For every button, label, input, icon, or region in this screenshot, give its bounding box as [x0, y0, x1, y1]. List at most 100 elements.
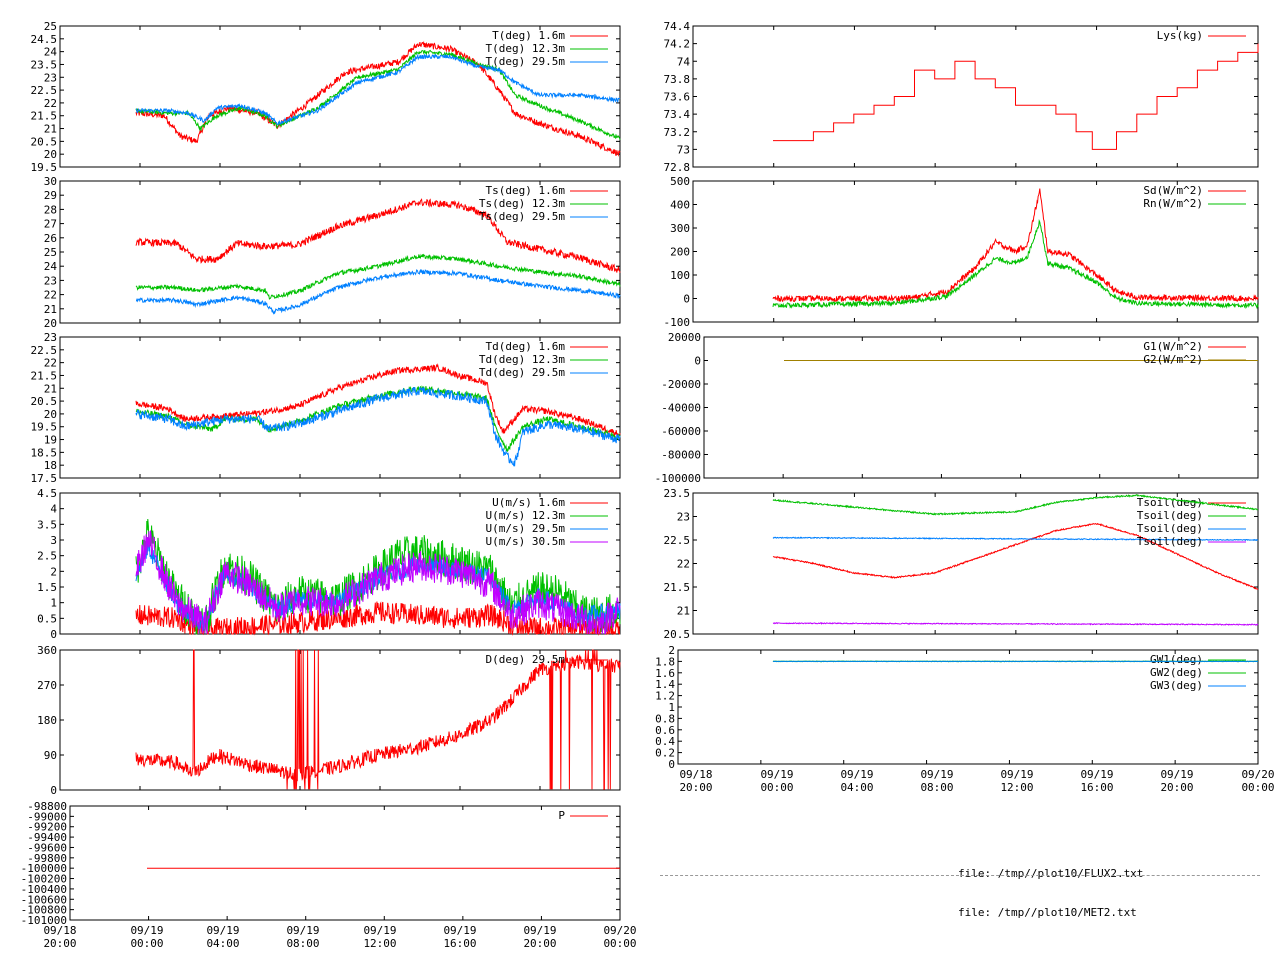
legend-label: Rn(W/m^2)	[1143, 197, 1203, 210]
y-tick-label: -98800	[27, 800, 67, 813]
y-tick-label: 2	[668, 644, 675, 657]
divider-line	[660, 875, 1260, 876]
y-tick-label: 74.4	[664, 20, 691, 33]
y-tick-label: 28	[44, 203, 57, 216]
x-tick-label: 09/18	[43, 924, 76, 937]
y-tick-label: 0.4	[655, 735, 675, 748]
y-tick-label: 21	[44, 303, 57, 316]
y-tick-label: 23.5	[664, 487, 691, 500]
y-tick-label: 0	[683, 293, 690, 306]
chart-wind-speed: 0 0.5 1 1.5 2 2.5 3 3.5 4 4.5 U(m/s) 1.6mU(m/s) 12…	[37, 487, 621, 641]
y-tick-label: 4	[50, 503, 57, 516]
series-line	[772, 536, 1259, 542]
legend-label: Tsoil(deg)	[1137, 522, 1203, 535]
y-tick-label: 20000	[668, 331, 701, 344]
series-line	[772, 522, 1259, 590]
y-tick-label: 1	[668, 701, 675, 714]
y-tick-label: 73.6	[664, 91, 691, 104]
y-tick-label: -99600	[27, 841, 67, 854]
series-line	[135, 386, 621, 467]
x-tick-label: 09/19	[1160, 768, 1193, 781]
series-line	[135, 53, 621, 126]
y-tick-label: 22.5	[31, 84, 58, 97]
y-tick-label: 20.5	[31, 135, 58, 148]
y-tick-label: 30	[44, 175, 57, 188]
y-tick-label: 21.5	[31, 110, 58, 123]
x-tick-label: 08:00	[920, 781, 953, 794]
x-tick-label: 00:00	[760, 781, 793, 794]
x-tick-label: 09/19	[523, 924, 556, 937]
y-tick-label: 180	[37, 714, 57, 727]
file-label-met: file: /tmp//plot10/MET2.txt	[958, 906, 1137, 919]
y-tick-label: 73.4	[664, 108, 691, 121]
x-tick-label: 04:00	[840, 781, 873, 794]
legend-label: Sd(W/m^2)	[1143, 184, 1203, 197]
legend-label: Td(deg) 1.6m	[486, 340, 566, 353]
legend-label: D(deg) 29.5m	[486, 653, 566, 666]
x-tick-label: 00:00	[603, 937, 636, 950]
y-tick-label: 0.6	[655, 724, 675, 737]
y-tick-label: -100	[664, 316, 691, 329]
y-tick-label: 100	[670, 269, 690, 282]
y-tick-label: 73.8	[664, 73, 691, 86]
y-tick-label: 74.2	[664, 38, 691, 51]
x-tick-label: 20:00	[679, 781, 712, 794]
y-tick-label: 19	[44, 434, 57, 447]
y-tick-label: 23	[44, 274, 57, 287]
y-tick-label: 0	[50, 784, 57, 797]
y-tick-label: 29	[44, 189, 57, 202]
legend-label: GW3(deg)	[1150, 679, 1203, 692]
y-tick-label: -101000	[21, 914, 67, 927]
x-tick-label: 09/20	[603, 924, 636, 937]
y-tick-label: 24	[44, 260, 58, 273]
y-tick-label: -100400	[21, 883, 67, 896]
y-tick-label: 1	[50, 597, 57, 610]
y-tick-label: -100000	[21, 862, 67, 875]
y-tick-label: 21.5	[31, 369, 58, 382]
series-line	[135, 253, 621, 300]
x-tick-label: 20:00	[43, 937, 76, 950]
y-tick-label: 72.8	[664, 161, 691, 174]
x-tick-label: 09/19	[286, 924, 319, 937]
x-tick-label: 09/18	[679, 768, 712, 781]
y-tick-label: -40000	[661, 402, 701, 415]
x-tick-label: 16:00	[443, 937, 476, 950]
x-tick-label: 16:00	[1080, 781, 1113, 794]
legend-label: Td(deg) 29.5m	[479, 366, 565, 379]
x-tick-label: 09/19	[363, 924, 396, 937]
y-tick-label: -99200	[27, 821, 67, 834]
legend-label: Ts(deg) 12.3m	[479, 197, 565, 210]
y-tick-label: 24	[44, 46, 58, 59]
plot-frame	[69, 805, 621, 921]
series-line	[772, 622, 1259, 626]
chart-wind-dir: 0 90 180 270 360 D(deg) 29.5m	[37, 644, 621, 797]
chart-soil-temp: 20.52121.52222.52323.5Tsoil(deg)Tsoil(de…	[664, 487, 1259, 641]
x-tick-label: 09/20	[1241, 768, 1274, 781]
x-tick-label: 09/19	[1080, 768, 1113, 781]
legend-label: U(m/s) 29.5m	[486, 522, 566, 535]
y-tick-label: 20	[44, 408, 57, 421]
x-tick-label: 09/19	[130, 924, 163, 937]
file-list: file: /tmp//plot10/FLUX2.txt file: /tmp/…	[958, 841, 1143, 932]
legend-label: T(deg) 29.5m	[486, 55, 566, 68]
y-tick-label: 73.2	[664, 126, 691, 139]
y-tick-label: 20	[44, 148, 57, 161]
series-line	[135, 268, 621, 315]
y-tick-label: 22	[44, 97, 57, 110]
legend-label: G1(W/m^2)	[1143, 340, 1203, 353]
legend-label: Lys(kg)	[1157, 29, 1203, 42]
y-tick-label: 500	[670, 175, 690, 188]
y-tick-label: 19.5	[31, 421, 58, 434]
series-line	[135, 40, 621, 157]
legend-label: G2(W/m^2)	[1143, 353, 1203, 366]
series-line	[135, 530, 621, 635]
y-tick-label: 27	[44, 218, 57, 231]
y-tick-label: -60000	[661, 425, 701, 438]
x-tick-label: 20:00	[523, 937, 556, 950]
y-tick-label: 1.8	[655, 655, 675, 668]
y-tick-label: 24.5	[31, 33, 58, 46]
